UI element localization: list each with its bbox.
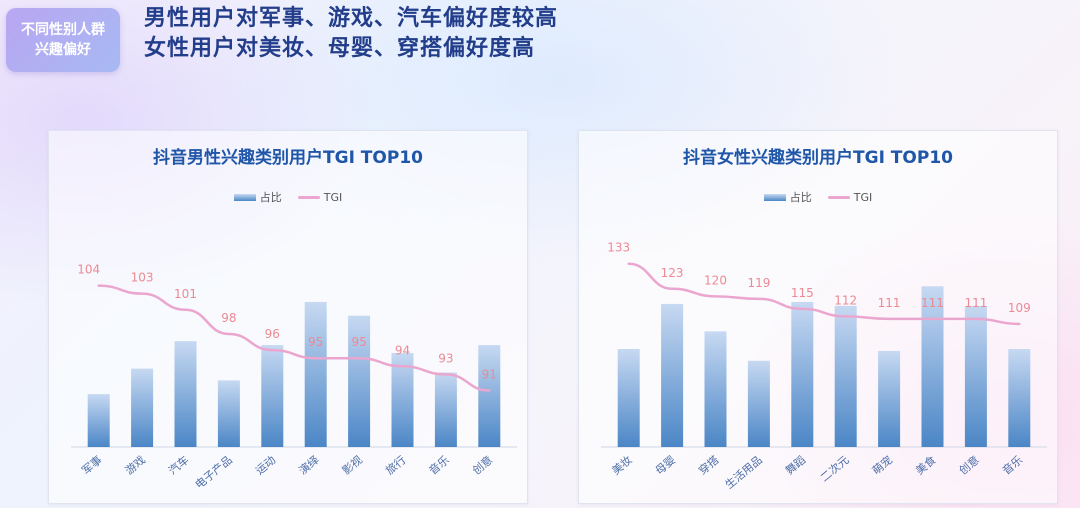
x-tick-label: 旅行 [383, 453, 409, 478]
headline-line2: 女性用户对美妆、母婴、穿搭偏好度高 [144, 36, 536, 61]
legend-item-share: 占比 [233, 189, 282, 205]
tgi-line [97, 284, 491, 392]
legend-bar-swatch [763, 193, 786, 201]
tgi-data-label: 119 [747, 276, 770, 290]
bar-7 [348, 315, 371, 447]
x-tick-label: 游戏 [123, 453, 148, 477]
tgi-data-label: 133 [607, 241, 630, 255]
x-tick-label: 汽车 [166, 453, 192, 478]
tgi-data-label: 104 [77, 263, 100, 277]
legend-label-tgi: TGI [853, 190, 873, 204]
bar-4 [217, 380, 240, 447]
tgi-data-label: 120 [704, 273, 727, 287]
x-tick-label: 舞蹈 [783, 453, 808, 477]
male-chart-title: 抖音男性兴趣类别用户TGI TOP10 [153, 148, 423, 168]
bar-5 [261, 345, 284, 447]
x-tick-label: 创意 [956, 453, 982, 478]
bar-2 [661, 303, 684, 447]
tgi-data-label: 111 [964, 296, 987, 310]
tgi-data-label: 95 [308, 335, 323, 349]
female-chart-legend: 占比 TGI [579, 189, 1057, 205]
legend-line-swatch [827, 195, 850, 199]
section-tag-line1: 不同性别人群 [21, 22, 105, 38]
section-tag: 不同性别人群 兴趣偏好 [6, 8, 120, 72]
x-tick-label: 音乐 [426, 453, 452, 478]
x-tick-label: 母婴 [653, 453, 678, 477]
bar-3 [704, 331, 727, 447]
x-tick-label: 运动 [253, 453, 278, 477]
tgi-data-label: 103 [131, 271, 154, 285]
legend-bar-swatch [233, 193, 256, 201]
x-tick-label: 演绎 [296, 453, 322, 478]
tgi-data-label: 95 [351, 335, 366, 349]
legend-item-share: 占比 [763, 189, 812, 205]
legend-label-tgi: TGI [323, 190, 343, 204]
legend-item-tgi: TGI [827, 190, 873, 204]
x-tick-label: 生活用品 [722, 453, 765, 492]
male-chart-legend: 占比 TGI [49, 189, 527, 205]
bar-9 [434, 372, 457, 447]
tgi-data-label: 111 [878, 296, 901, 310]
bar-7 [878, 350, 901, 447]
female-chart-title: 抖音女性兴趣类别用户TGI TOP10 [683, 148, 953, 168]
tgi-data-label: 94 [395, 343, 410, 357]
tgi-data-label: 101 [174, 287, 197, 301]
bar-8 [391, 352, 414, 447]
bar-10 [1008, 349, 1031, 447]
bar-1 [617, 349, 640, 447]
x-tick-label: 音乐 [999, 453, 1025, 478]
bar-9 [964, 305, 987, 447]
male-chart-panel: 抖音男性兴趣类别用户TGI TOP10 占比 TGI 军事 游戏 汽车 电子产品 运动演… [48, 130, 528, 504]
x-tick-label: 美妆 [609, 453, 634, 477]
tgi-data-label: 91 [482, 368, 497, 382]
bar-8 [921, 286, 944, 447]
female-tgi-chart: 美妆 母婴 穿搭 生活用品 舞蹈 二次元 萌宠 美食 创意 音乐 133 123 120 119 115 11… [601, 241, 1047, 492]
bar-1 [87, 394, 110, 447]
legend-line-swatch [297, 195, 320, 199]
tgi-data-label: 123 [661, 266, 684, 280]
male-tgi-chart: 军事 游戏 汽车 电子产品 运动 演绎 影视 旅行 音乐 创意 104 103 101 98 96 95 95 9… [71, 263, 517, 492]
x-tick-label: 影视 [339, 453, 365, 478]
bar-5 [791, 301, 814, 447]
bar-10 [478, 345, 501, 447]
tgi-data-label: 111 [921, 296, 944, 310]
bar-3 [174, 341, 197, 447]
tgi-data-label: 96 [265, 327, 280, 341]
headline: 男性用户对军事、游戏、汽车偏好度较高 女性用户对美妆、母婴、穿搭偏好度高 [144, 4, 558, 64]
x-tick-label: 二次元 [817, 453, 851, 485]
bar-2 [131, 368, 154, 447]
tgi-data-label: 98 [221, 311, 236, 325]
x-tick-label: 穿搭 [696, 453, 722, 478]
tgi-line [627, 262, 1021, 326]
x-tick-label: 军事 [79, 453, 104, 477]
headline-line1: 男性用户对军事、游戏、汽车偏好度较高 [144, 6, 559, 31]
female-chart-panel: 抖音女性兴趣类别用户TGI TOP10 占比 TGI 美妆 母婴 穿搭 生活用品 舞蹈二… [578, 130, 1058, 504]
x-tick-label: 萌宠 [869, 453, 895, 478]
legend-label-share: 占比 [789, 191, 812, 204]
bar-6 [304, 301, 327, 447]
tgi-data-label: 109 [1008, 301, 1031, 315]
x-tick-label: 创意 [469, 453, 495, 478]
section-tag-line2: 兴趣偏好 [35, 42, 91, 58]
legend-item-tgi: TGI [297, 190, 343, 204]
x-tick-label: 美食 [913, 453, 939, 478]
x-tick-label: 电子产品 [192, 453, 235, 492]
tgi-data-label: 93 [438, 351, 453, 365]
tgi-data-label: 115 [791, 286, 814, 300]
bar-4 [747, 360, 770, 447]
tgi-data-label: 112 [834, 293, 857, 307]
bar-6 [834, 305, 857, 447]
legend-label-share: 占比 [259, 191, 282, 204]
